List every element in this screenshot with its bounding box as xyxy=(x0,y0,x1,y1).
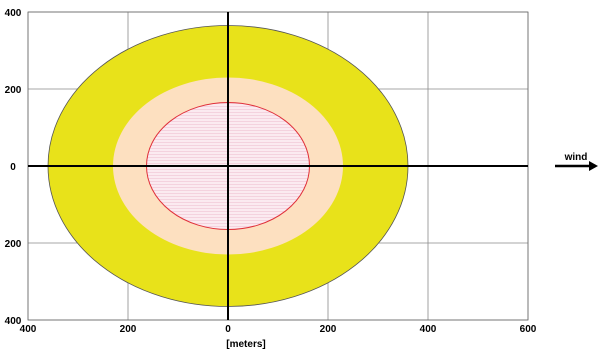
tick-labels: 400 200 0 200 400 600 400 200 0 200 400 xyxy=(5,8,537,335)
y-tick-label: 0 xyxy=(10,162,16,173)
wind-arrow-head xyxy=(589,161,598,171)
x-tick-label: 200 xyxy=(320,324,337,335)
y-tick-label: 200 xyxy=(5,85,22,96)
x-tick-label: 0 xyxy=(225,324,231,335)
x-tick-label: 400 xyxy=(420,324,437,335)
x-tick-label: 600 xyxy=(520,324,537,335)
y-tick-label: 400 xyxy=(5,8,22,19)
axes xyxy=(28,12,528,320)
x-tick-label: 200 xyxy=(120,324,137,335)
x-axis-label: [meters] xyxy=(226,339,265,350)
wind-arrow-icon xyxy=(555,161,598,171)
y-tick-label: 400 xyxy=(5,316,22,327)
x-tick-label: 400 xyxy=(20,324,37,335)
wind-indicator: wind xyxy=(555,152,598,171)
wind-label: wind xyxy=(564,152,588,163)
y-tick-label: 200 xyxy=(5,239,22,250)
